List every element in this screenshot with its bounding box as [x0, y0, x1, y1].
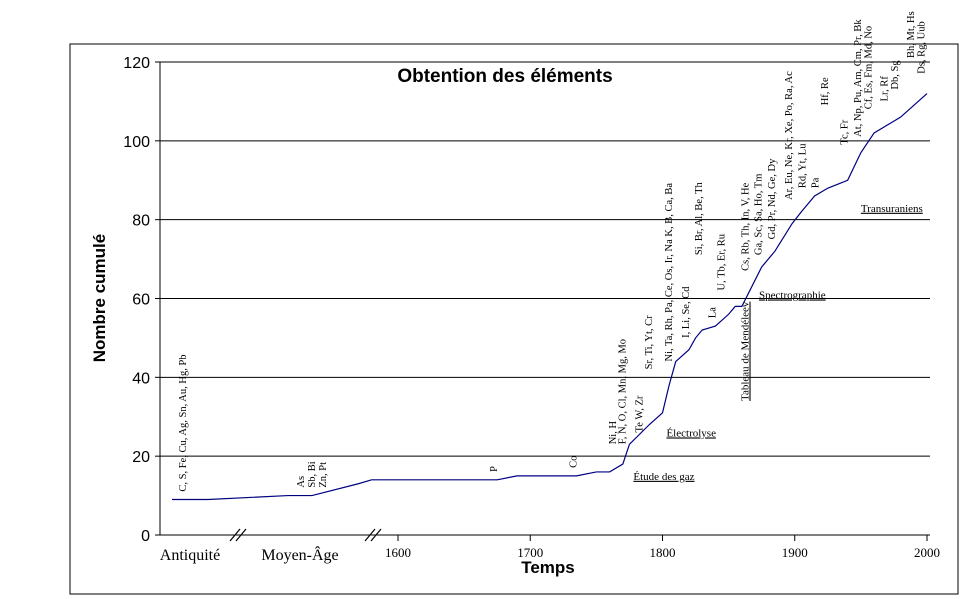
- element-label-20: Pa: [811, 177, 822, 188]
- element-label-8: Te W, Zr: [635, 395, 646, 432]
- annotations: Étude des gaz Électrolyse Tableau de Mendé…: [633, 203, 922, 483]
- element-label-0: C, S, Fe, Cu, Ag, Sn, Au, Hg, Pb: [178, 354, 189, 491]
- element-label-26: Db, Sg: [890, 60, 901, 90]
- element-label-12: Si, Br, Al, Be, Th: [694, 181, 705, 255]
- element-label-2: Sb, Bi: [307, 461, 318, 487]
- element-label-21: Hf, Re: [820, 77, 831, 105]
- element-label-16: Ga, Sc, Sa, Ho, Tm: [754, 174, 765, 255]
- era-label-0: Antiquité: [160, 547, 220, 564]
- element-label-19: Rd, Yt, Lu: [797, 143, 808, 188]
- element-label-5: Co: [569, 456, 580, 468]
- element-label-7: F, N, O, Cl, Mn, Mg, Mo: [617, 339, 628, 444]
- era-label-1: Moyen-Âge: [261, 545, 338, 564]
- y-tick-label-60: 60: [132, 292, 150, 309]
- annotation-4: Transuraniens: [861, 203, 923, 215]
- y-tick-label-120: 120: [123, 55, 150, 72]
- element-label-3: Zn, Pt: [318, 462, 329, 488]
- element-label-25: Lr, Rf: [879, 76, 890, 102]
- element-label-1: As: [296, 476, 307, 488]
- y-axis-title: Nombre cumulé: [90, 234, 109, 362]
- element-label-23: At, Np, Pu, Am, Cm, Pr, Bk: [853, 19, 864, 137]
- chart-title: Obtention des éléments: [397, 66, 612, 87]
- x-tick-label-1700: 1700: [517, 545, 543, 560]
- annotation-3: Spectrographie: [759, 290, 826, 302]
- element-label-11: I, Li, Se, Cd: [681, 286, 692, 338]
- series-line-0: [172, 93, 928, 501]
- x-tick-label-1900: 1900: [782, 545, 808, 560]
- element-label-13: La: [707, 307, 718, 318]
- x-axis-title: Temps: [521, 558, 575, 577]
- grid-lines: [160, 61, 930, 457]
- element-label-24: Cf, Es, Fm, Md, No: [863, 26, 874, 109]
- annotation-1: Électrolyse: [666, 427, 716, 439]
- element-label-22: Tc, Fr: [840, 119, 851, 144]
- annotation-2: Tableau de Mendéleev: [739, 301, 751, 401]
- element-label-9: Sr, Ti, Yt, Cr: [644, 315, 655, 370]
- y-tick-label-100: 100: [123, 134, 150, 151]
- element-label-18: Ar, Eu, Ne, Kr, Xe, Po, Ra, Ac: [784, 71, 795, 200]
- element-label-15: Cs, Rb, Th, In, V, He: [740, 182, 751, 270]
- axis-break-1: [364, 528, 382, 542]
- element-label-17: Gd, Pr, Nd, Ge, Dy: [767, 158, 778, 239]
- element-label-10: Ni, Ta, Rh, Pa, Ce, Os, Ir, Na K, B, Ca,…: [664, 183, 675, 362]
- element-label-4: P: [489, 466, 500, 472]
- axes: 0 20 40 60 80 100 120 1600 1700 1800 1900 2000 Antiq…: [123, 55, 940, 564]
- x-tick-label-1800: 1800: [650, 545, 676, 560]
- element-label-27: Bh, Mt, Hs: [906, 11, 917, 58]
- y-tick-label-80: 80: [132, 213, 150, 230]
- x-tick-label-2000: 2000: [914, 545, 940, 560]
- element-labels: C, S, Fe, Cu, Ag, Sn, Au, Hg, Pb As Sb, Bi…: [178, 11, 927, 491]
- y-tick-label-40: 40: [132, 370, 150, 387]
- element-label-28: Ds, Rg, Uub: [916, 21, 927, 74]
- series: [172, 93, 928, 501]
- y-tick-label-20: 20: [132, 449, 150, 466]
- element-label-6: Ni, H: [608, 421, 619, 445]
- annotation-0: Étude des gaz: [633, 471, 694, 483]
- x-tick-label-1600: 1600: [385, 545, 411, 560]
- plot-frame: [69, 43, 959, 595]
- axis-break-0: [229, 528, 247, 542]
- element-label-14: U, Tb, Er, Ru: [717, 233, 728, 290]
- y-tick-label-0: 0: [141, 528, 150, 545]
